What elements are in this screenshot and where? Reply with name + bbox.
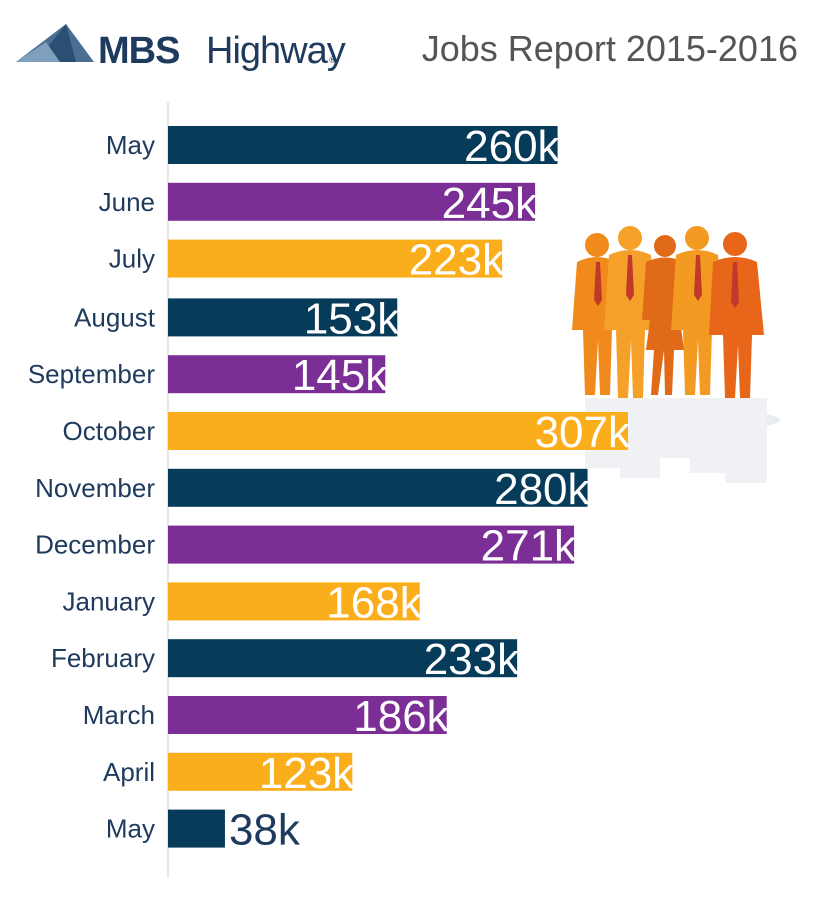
bar-2 (168, 239, 503, 278)
bar-5 (168, 412, 628, 450)
brand-name-light: Highway (206, 30, 346, 72)
bar-8 (168, 582, 420, 621)
bar-12 (168, 809, 225, 848)
value-label-1: 245k (442, 179, 538, 228)
category-label-11: April (103, 757, 155, 787)
bar-1 (168, 182, 536, 221)
value-label-0: 260k (464, 122, 560, 171)
value-label-7: 271k (481, 522, 577, 571)
category-label-8: January (63, 586, 156, 616)
category-label-1: June (99, 187, 155, 217)
registered-mark: ® (328, 56, 337, 66)
category-label-10: March (83, 700, 155, 730)
category-label-4: September (28, 359, 156, 389)
value-label-2: 223k (409, 236, 505, 285)
category-label-6: November (35, 473, 155, 503)
brand-name-bold: MBS (98, 30, 180, 72)
bar-6 (168, 468, 588, 507)
category-label-5: October (63, 416, 156, 446)
report-title: Jobs Report 2015-2016 (421, 28, 798, 69)
value-label-8: 168k (326, 578, 422, 627)
bar-10 (168, 696, 447, 734)
category-label-0: May (106, 130, 155, 160)
category-label-9: February (51, 643, 155, 673)
bar-11 (168, 752, 353, 791)
bar-7 (168, 525, 575, 564)
value-label-9: 233k (424, 635, 520, 684)
value-label-4: 145k (292, 351, 388, 400)
bar-0 (168, 126, 558, 164)
value-label-10: 186k (353, 692, 449, 741)
bar-9 (168, 639, 518, 678)
bar-4 (168, 355, 386, 394)
mountain-logo-icon (16, 24, 94, 62)
value-label-5: 307k (535, 408, 631, 457)
value-label-6: 280k (494, 465, 590, 514)
category-label-2: July (109, 244, 155, 274)
category-label-3: August (74, 302, 156, 332)
value-label-12: 38k (229, 806, 301, 855)
value-label-11: 123k (259, 749, 355, 798)
bar-3 (168, 298, 398, 337)
value-label-3: 153k (304, 294, 400, 343)
category-label-7: December (35, 530, 155, 560)
brand-logo: MBS Highway ® (16, 22, 346, 72)
category-label-12: May (106, 814, 155, 844)
